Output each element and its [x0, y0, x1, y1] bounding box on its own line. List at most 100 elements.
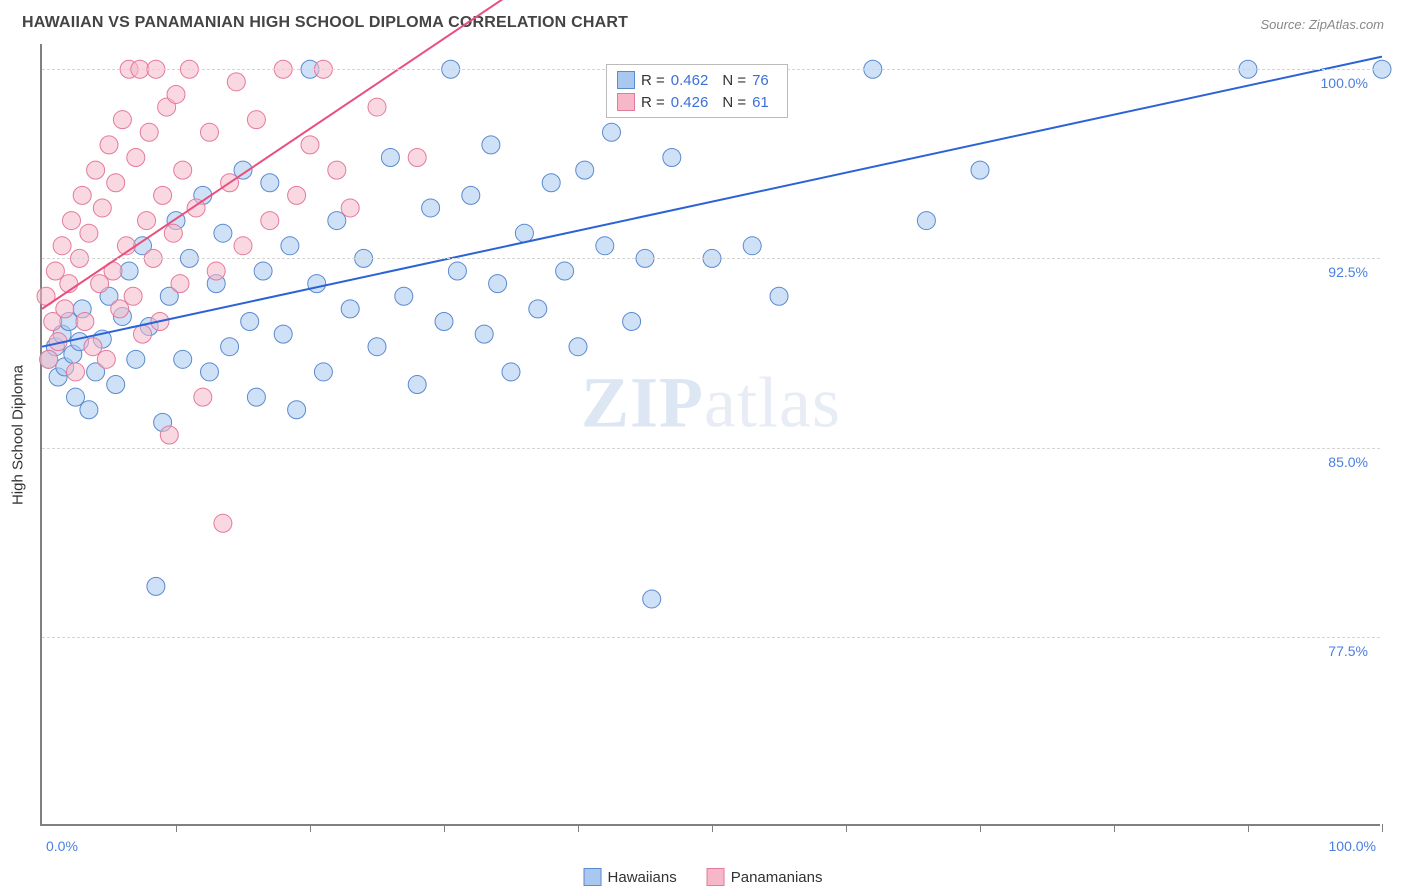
- scatter-point: [489, 275, 507, 293]
- scatter-point: [462, 186, 480, 204]
- scatter-point: [147, 577, 165, 595]
- x-tick: [712, 824, 713, 832]
- scatter-point: [120, 262, 138, 280]
- x-tick: [176, 824, 177, 832]
- y-axis-title: High School Diploma: [10, 365, 27, 505]
- scatter-point: [67, 388, 85, 406]
- scatter-point: [214, 224, 232, 242]
- scatter-point: [127, 149, 145, 167]
- scatter-point: [328, 161, 346, 179]
- scatter-point: [241, 312, 259, 330]
- scatter-point: [603, 123, 621, 141]
- scatter-point: [247, 111, 265, 129]
- scatter-point: [569, 338, 587, 356]
- y-tick-label: 85.0%: [1326, 454, 1370, 470]
- x-tick: [980, 824, 981, 832]
- x-axis-min-label: 0.0%: [46, 838, 78, 854]
- scatter-point: [201, 123, 219, 141]
- scatter-point: [171, 275, 189, 293]
- scatter-point: [201, 363, 219, 381]
- gridline-y: [42, 637, 1380, 638]
- chart-title: HAWAIIAN VS PANAMANIAN HIGH SCHOOL DIPLO…: [22, 14, 628, 32]
- stat-r-value: 0.462: [671, 72, 709, 89]
- scatter-point: [261, 174, 279, 192]
- scatter-point: [381, 149, 399, 167]
- scatter-point: [164, 224, 182, 242]
- scatter-point: [91, 275, 109, 293]
- legend-swatch: [617, 93, 635, 111]
- legend-stats-row: R = 0.426N = 61: [617, 91, 777, 113]
- gridline-y: [42, 448, 1380, 449]
- scatter-point: [67, 363, 85, 381]
- legend-label: Panamanians: [731, 869, 823, 886]
- stat-n-label: N =: [722, 94, 746, 111]
- scatter-point: [341, 300, 359, 318]
- stat-n-value: 76: [752, 72, 769, 89]
- scatter-point: [84, 338, 102, 356]
- scatter-point: [743, 237, 761, 255]
- scatter-point: [154, 186, 172, 204]
- scatter-point: [167, 85, 185, 103]
- legend-bottom: Hawaiians Panamanians: [584, 868, 823, 886]
- scatter-point: [80, 224, 98, 242]
- scatter-point: [623, 312, 641, 330]
- regression-line: [42, 0, 511, 309]
- scatter-point: [93, 199, 111, 217]
- scatter-point: [482, 136, 500, 154]
- scatter-point: [100, 136, 118, 154]
- scatter-point: [341, 199, 359, 217]
- scatter-point: [53, 237, 71, 255]
- scatter-point: [556, 262, 574, 280]
- scatter-point: [127, 350, 145, 368]
- scatter-point: [247, 388, 265, 406]
- legend-swatch: [617, 71, 635, 89]
- stat-r-label: R =: [641, 94, 665, 111]
- x-tick: [1382, 824, 1383, 832]
- x-tick: [310, 824, 311, 832]
- scatter-point: [194, 388, 212, 406]
- legend-item: Hawaiians: [584, 868, 677, 886]
- scatter-point: [435, 312, 453, 330]
- scatter-point: [301, 136, 319, 154]
- scatter-point: [62, 212, 80, 230]
- scatter-point: [408, 149, 426, 167]
- gridline-y: [42, 258, 1380, 259]
- scatter-point: [124, 287, 142, 305]
- scatter-point: [422, 199, 440, 217]
- y-tick-label: 92.5%: [1326, 264, 1370, 280]
- scatter-point: [515, 224, 533, 242]
- scatter-point: [663, 149, 681, 167]
- scatter-point: [214, 514, 232, 532]
- legend-label: Hawaiians: [608, 869, 677, 886]
- plot-container: High School Diploma ZIPatlas 0.0% 100.0%…: [40, 44, 1380, 826]
- legend-item: Panamanians: [707, 868, 823, 886]
- scatter-point: [576, 161, 594, 179]
- scatter-point: [288, 401, 306, 419]
- x-tick: [444, 824, 445, 832]
- x-tick: [1114, 824, 1115, 832]
- scatter-point: [917, 212, 935, 230]
- scatter-point: [254, 262, 272, 280]
- stat-n-value: 61: [752, 94, 769, 111]
- stat-r-label: R =: [641, 72, 665, 89]
- scatter-point: [281, 237, 299, 255]
- scatter-point: [261, 212, 279, 230]
- scatter-point: [368, 338, 386, 356]
- scatter-point: [502, 363, 520, 381]
- scatter-point: [111, 300, 129, 318]
- scatter-point: [134, 325, 152, 343]
- x-tick: [846, 824, 847, 832]
- scatter-point: [113, 111, 131, 129]
- scatter-point: [80, 401, 98, 419]
- scatter-point: [140, 123, 158, 141]
- scatter-point: [76, 312, 94, 330]
- scatter-point: [227, 73, 245, 91]
- scatter-point: [542, 174, 560, 192]
- scatter-point: [174, 161, 192, 179]
- scatter-point: [56, 300, 74, 318]
- scatter-point: [408, 376, 426, 394]
- scatter-point: [971, 161, 989, 179]
- legend-stats-row: R = 0.462N = 76: [617, 69, 777, 91]
- legend-swatch: [707, 868, 725, 886]
- scatter-point: [643, 590, 661, 608]
